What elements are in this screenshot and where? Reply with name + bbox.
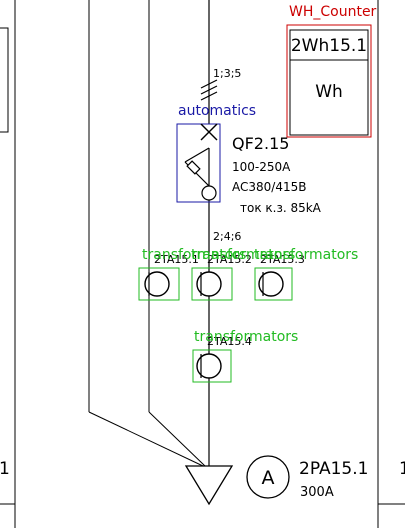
- transformators-overlay-label-3: transformators: [254, 247, 358, 263]
- circuit-breaker-symbol: [176, 123, 221, 203]
- current-transformer-2: [191, 267, 233, 301]
- current-transformer-3: [254, 267, 293, 301]
- transformators-overlay-label-2: transformators: [191, 247, 295, 263]
- breaker-short-circuit: ток к.з. 85kA: [240, 201, 322, 215]
- right-edge-label: 1: [399, 459, 405, 479]
- three-phase-marker: [200, 79, 218, 101]
- breaker-bottom-terminals: 2;4;6: [213, 230, 241, 243]
- left-edge-label: 1: [0, 459, 10, 479]
- ammeter-id: 2PA15.1: [299, 459, 368, 479]
- breaker-id: QF2.15: [232, 134, 289, 153]
- meter-id: 2Wh15.1: [291, 36, 367, 56]
- current-transformer-1: [138, 267, 180, 301]
- current-transformer-4: [192, 349, 232, 383]
- left-panel-box: [0, 27, 9, 133]
- ammeter-letter: A: [262, 467, 275, 489]
- transformators-overlay-label-4: transformators: [194, 329, 298, 345]
- wh-meter: 2Wh15.1 Wh: [286, 24, 372, 138]
- wh-counter-overlay-label: WH_Counter: [289, 4, 377, 20]
- ct4-label: 2TA15.4: [207, 335, 252, 348]
- ammeter-symbol: A: [184, 455, 290, 506]
- breaker-rating: 100-250A: [232, 160, 291, 174]
- ct2-label: 2TA15.2: [207, 253, 252, 266]
- automatics-overlay-label: automatics: [178, 103, 256, 119]
- breaker-voltage: AC380/415B: [232, 180, 306, 194]
- ct1-label: 2TA15.1: [154, 253, 199, 266]
- transformators-overlay-label-1: transformators: [142, 247, 246, 263]
- ct3-label: 2TA15.3: [260, 253, 305, 266]
- ct-secondary-wires: [88, 0, 206, 467]
- ammeter-rating: 300A: [300, 485, 334, 500]
- meter-unit: Wh: [315, 82, 343, 102]
- breaker-top-terminals: 1;3;5: [213, 67, 241, 80]
